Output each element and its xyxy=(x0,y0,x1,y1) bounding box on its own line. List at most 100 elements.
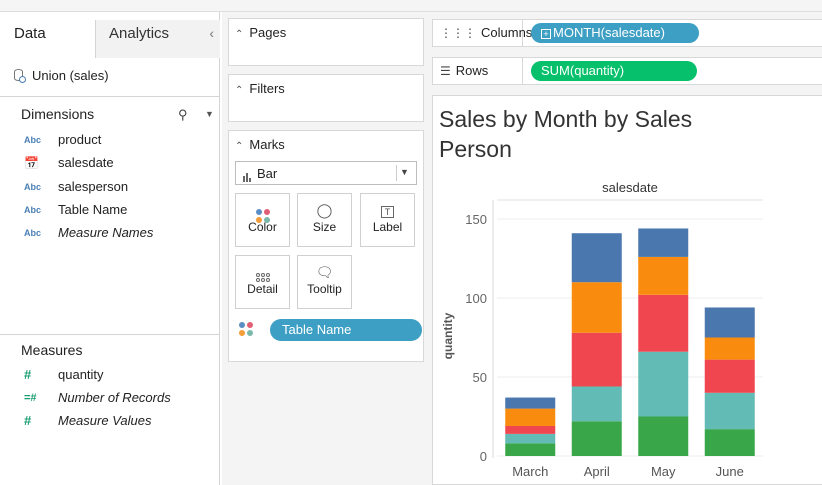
chevron-up-icon[interactable]: ⌃ xyxy=(235,85,244,96)
field-product[interactable]: Abc product xyxy=(24,132,101,147)
bar-segment xyxy=(505,433,556,444)
pane-tabs: Data Analytics ‹ xyxy=(0,20,220,58)
field-measure-values[interactable]: # Measure Values xyxy=(24,413,151,428)
bar-segment xyxy=(571,233,622,283)
rows-shelf-label: ☰ Rows xyxy=(433,58,523,84)
tooltip-label: Tooltip xyxy=(307,282,342,296)
label-label: Label xyxy=(372,220,403,234)
sum-quantity-pill[interactable]: SUM(quantity) xyxy=(531,61,697,81)
calculated-number-icon: =# xyxy=(24,391,37,404)
tab-analytics[interactable]: Analytics ‹ xyxy=(96,20,220,58)
filters-label: Filters xyxy=(249,81,285,96)
marks-card: ⌃ Marks Bar ▼ Color ◯ Size T Label Detail… xyxy=(228,130,424,362)
bar-segment xyxy=(704,359,755,393)
column-header-label: salesdate xyxy=(602,180,658,195)
bar-segment xyxy=(505,425,556,434)
detail-label: Detail xyxy=(247,282,278,296)
string-type-icon: Abc xyxy=(24,204,42,215)
pages-card[interactable]: ⌃ Pages xyxy=(228,18,424,66)
field-quantity[interactable]: # quantity xyxy=(24,367,104,382)
expand-icon[interactable]: + xyxy=(541,29,551,39)
filters-title: ⌃ Filters xyxy=(235,81,285,96)
view-pane: ⋮⋮⋮ Columns + MONTH(salesdate) ☰ Rows SUM(q… xyxy=(428,12,822,485)
y-tick-label: 100 xyxy=(465,291,487,306)
number-type-icon: # xyxy=(24,367,32,382)
chevron-down-icon[interactable]: ▼ xyxy=(396,165,412,181)
stacked-bar-chart: salesdate 0 50 100 150 quantity March April May J… xyxy=(441,180,763,479)
divider xyxy=(0,96,220,97)
bar-segment xyxy=(571,386,622,422)
field-name: Number of Records xyxy=(58,390,171,405)
tooltip-icon: 🗨 xyxy=(315,264,334,280)
columns-shelf-label: ⋮⋮⋮ Columns xyxy=(433,20,532,46)
field-table-name[interactable]: Abc Table Name xyxy=(24,202,127,217)
color-button[interactable]: Color xyxy=(235,193,290,247)
pages-title: ⌃ Pages xyxy=(235,25,286,40)
x-tick-label: April xyxy=(584,464,610,479)
dropdown-icon[interactable]: ▼ xyxy=(205,109,214,119)
bar-segment xyxy=(704,392,755,430)
columns-label: Columns xyxy=(481,25,533,40)
field-measure-names[interactable]: Abc Measure Names xyxy=(24,225,153,240)
y-tick-label: 150 xyxy=(465,212,487,227)
rows-icon: ☰ xyxy=(440,64,451,78)
field-salesperson[interactable]: Abc salesperson xyxy=(24,179,128,194)
bar-segment xyxy=(505,397,556,409)
y-axis-label: quantity xyxy=(441,312,455,359)
bar-segment xyxy=(571,282,622,333)
datasource-icon xyxy=(12,68,26,83)
bar-segment xyxy=(638,228,689,257)
rows-label: Rows xyxy=(455,63,489,78)
columns-shelf[interactable]: ⋮⋮⋮ Columns + MONTH(salesdate) xyxy=(432,19,822,47)
bar-segment xyxy=(638,351,689,417)
month-salesdate-pill[interactable]: + MONTH(salesdate) xyxy=(531,23,699,43)
tab-analytics-label: Analytics xyxy=(109,25,170,42)
field-name: Measure Names xyxy=(58,225,154,240)
color-label: Color xyxy=(248,220,277,234)
y-tick-label: 50 xyxy=(473,370,487,385)
filters-card[interactable]: ⌃ Filters xyxy=(228,74,424,122)
color-encoding-icon xyxy=(239,322,253,336)
chevron-up-icon[interactable]: ⌃ xyxy=(235,29,244,40)
search-icon[interactable]: ⚲ xyxy=(178,107,188,122)
detail-button[interactable]: Detail xyxy=(235,255,290,309)
bar-segment xyxy=(638,294,689,352)
datasource-name: Union (sales) xyxy=(32,68,109,83)
divider xyxy=(0,334,220,335)
bar-segment xyxy=(704,307,755,338)
x-tick-label: May xyxy=(651,464,676,479)
table-name-pill[interactable]: Table Name xyxy=(270,319,422,341)
measures-title: Measures xyxy=(21,342,83,358)
dimensions-title: Dimensions xyxy=(21,106,95,122)
field-name: quantity xyxy=(58,367,104,382)
bar-segment xyxy=(571,332,622,387)
pages-label: Pages xyxy=(249,25,287,40)
size-button[interactable]: ◯ Size xyxy=(297,193,352,247)
columns-pill-label: MONTH(salesdate) xyxy=(553,25,665,40)
x-tick-label: June xyxy=(716,464,744,479)
field-number-of-records[interactable]: =# Number of Records xyxy=(24,390,171,405)
marks-title: ⌃ Marks xyxy=(235,137,285,152)
tooltip-button[interactable]: 🗨 Tooltip xyxy=(297,255,352,309)
size-label: Size xyxy=(312,220,337,234)
bar-segment xyxy=(505,408,556,426)
tab-data[interactable]: Data xyxy=(0,20,96,58)
chart-view: Sales by Month by Sales Person salesdate… xyxy=(432,95,822,485)
detail-icon xyxy=(255,273,270,282)
bar-segment xyxy=(571,421,622,456)
string-type-icon: Abc xyxy=(24,227,42,238)
size-icon: ◯ xyxy=(316,202,333,218)
mark-type-select[interactable]: Bar ▼ xyxy=(235,161,417,185)
field-name: Measure Values xyxy=(58,413,152,428)
chevron-up-icon[interactable]: ⌃ xyxy=(235,141,244,152)
field-name: salesdate xyxy=(58,155,114,170)
data-pane: Data Analytics ‹ Union (sales) Dimension… xyxy=(0,12,220,485)
datasource[interactable]: Union (sales) xyxy=(12,68,109,83)
bar-chart-icon xyxy=(243,167,252,182)
field-salesdate[interactable]: 📅 salesdate xyxy=(24,155,114,170)
collapse-pane-icon[interactable]: ‹ xyxy=(209,25,214,41)
label-button[interactable]: T Label xyxy=(360,193,415,247)
rows-shelf[interactable]: ☰ Rows SUM(quantity) xyxy=(432,57,822,85)
string-type-icon: Abc xyxy=(24,134,42,145)
field-name: salesperson xyxy=(58,179,129,194)
